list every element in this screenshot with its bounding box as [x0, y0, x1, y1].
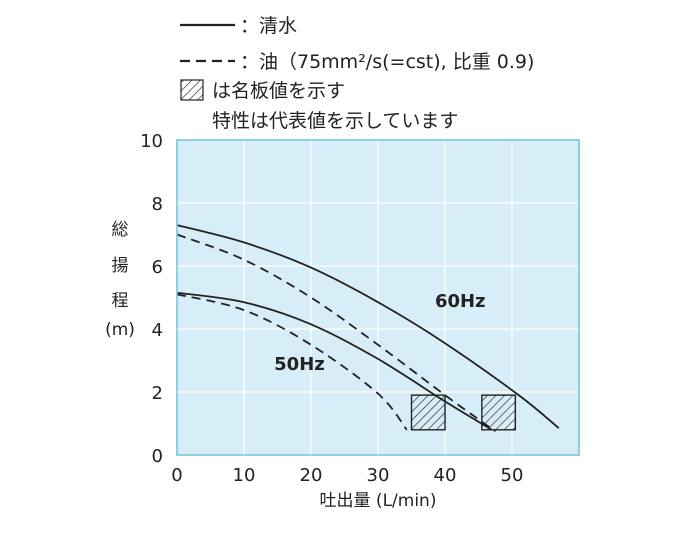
x-tick-label-40: 40 [434, 465, 457, 486]
y-label-char-2: 揚 [112, 256, 129, 276]
performance-curves [176, 224, 560, 433]
water-60hz-curve [176, 224, 560, 429]
annotation-60hz: 60Hz [435, 291, 486, 312]
x-tick-label-0: 0 [171, 465, 182, 486]
x-axis-label: 吐出量 (L/min) [320, 491, 437, 511]
oil-50hz-curve [176, 293, 408, 431]
x-tick-label-50: 50 [501, 465, 524, 486]
y-axis-ticks: 0 2 4 6 8 10 [140, 131, 163, 467]
legend: ：清水 ：油（75mm²/s(=cst), 比重 0.9) は名板値を示す 特性… [180, 15, 534, 132]
y-tick-label-8: 8 [152, 194, 163, 215]
legend-note: 特性は代表値を示しています [212, 110, 458, 132]
x-axis-ticks: 0 10 20 30 40 50 [171, 465, 523, 486]
y-tick-label-0: 0 [152, 446, 163, 467]
x-tick-label-20: 20 [300, 465, 323, 486]
rating-50hz-box [410, 394, 446, 431]
plot-frame [176, 139, 580, 456]
y-tick-label-10: 10 [140, 131, 163, 152]
legend-water-label: ：清水 [240, 15, 297, 37]
y-tick-label-6: 6 [152, 257, 163, 278]
grid-lines [177, 140, 579, 455]
annotation-50hz: 50Hz [274, 354, 325, 375]
y-tick-label-2: 2 [152, 383, 163, 404]
y-label-unit: (m) [105, 320, 135, 340]
y-axis-label: 総 揚 程 (m) [105, 220, 135, 340]
rating-60hz-box [481, 394, 517, 431]
water-50hz-curve [176, 291, 493, 431]
legend-hatch-icon [180, 79, 204, 101]
oil-60hz-curve [176, 233, 496, 433]
legend-oil-label: ：油（75mm²/s(=cst), 比重 0.9) [240, 51, 534, 73]
rating-markers [410, 394, 517, 431]
y-tick-label-4: 4 [152, 320, 163, 341]
y-label-char-3: 程 [112, 291, 129, 311]
x-tick-label-10: 10 [233, 465, 256, 486]
x-tick-label-30: 30 [367, 465, 390, 486]
y-label-char-1: 総 [112, 220, 129, 240]
frequency-labels: 60Hz 50Hz [274, 291, 485, 375]
legend-rating-label: は名板値を示す [212, 80, 345, 102]
